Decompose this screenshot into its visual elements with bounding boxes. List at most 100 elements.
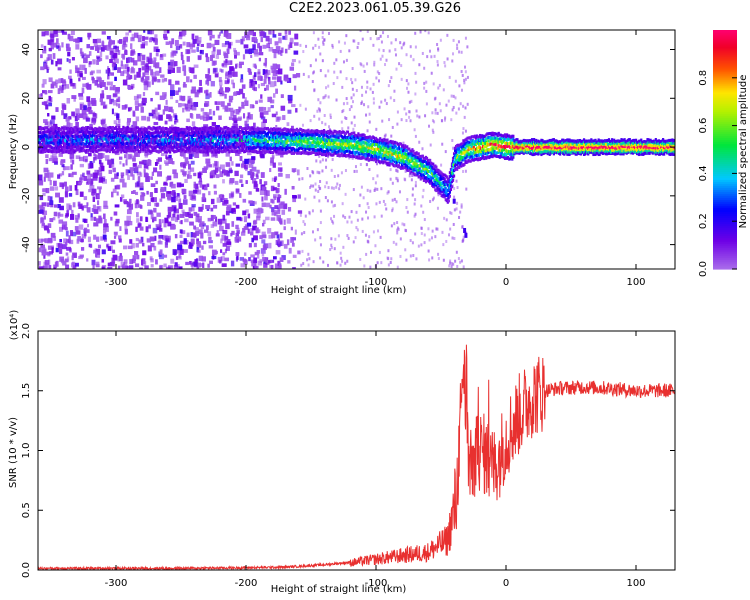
noise-cell [405,258,408,262]
noise-cell [368,235,371,239]
ridge-cell [120,140,123,144]
noise-cell [58,197,64,203]
noise-cell [222,179,225,184]
ridge-cell [162,142,165,146]
noise-cell [394,38,397,42]
noise-cell [372,97,375,101]
noise-cell [338,183,341,187]
noise-cell [231,230,235,235]
noise-cell [398,62,401,66]
noise-cell [93,209,99,214]
noise-cell [153,167,158,173]
noise-cell [271,155,275,159]
noise-cell [210,171,214,176]
noise-cell [253,208,259,214]
noise-cell [244,158,249,164]
noise-cell [111,163,115,168]
noise-cell [58,248,63,254]
noise-cell [324,74,327,78]
noise-cell [122,53,126,60]
noise-cell [362,196,365,200]
noise-cell [148,112,154,117]
noise-cell [355,210,358,214]
noise-cell [112,188,117,194]
noise-cell [444,150,447,154]
noise-cell [401,222,404,226]
noise-cell [193,64,199,68]
noise-cell [41,222,45,227]
noise-cell [129,167,135,171]
noise-cell [311,170,314,174]
noise-cell [170,84,175,90]
noise-cell [377,229,380,233]
noise-cell [452,146,455,150]
noise-cell [61,42,64,48]
noise-cell [339,251,342,255]
noise-cell [135,152,140,157]
noise-cell [73,38,78,42]
noise-cell [290,125,294,132]
noise-cell [440,163,443,167]
noise-cell [234,55,237,59]
noise-cell [267,227,272,234]
noise-cell [404,169,407,173]
noise-cell [171,67,175,73]
noise-cell [220,101,225,107]
noise-cell [462,265,465,269]
noise-cell [327,95,330,99]
noise-cell [319,221,322,225]
noise-cell [262,44,267,49]
noise-cell [331,43,334,47]
ridge-cell [158,146,161,150]
noise-cell [74,214,80,220]
noise-cell [174,216,179,223]
noise-cell [168,106,173,113]
noise-cell [453,237,456,241]
noise-cell [288,30,291,35]
noise-cell [191,121,196,127]
noise-cell [209,109,212,115]
noise-cell [372,43,375,47]
noise-cell [177,87,181,93]
noise-cell [199,178,203,183]
noise-cell [378,105,381,109]
noise-cell [422,188,425,192]
ridge-cell [62,147,66,151]
noise-cell [455,111,458,115]
noise-cell [348,108,351,112]
noise-cell [55,61,58,67]
noise-cell [203,229,209,233]
noise-cell [116,172,119,177]
noise-cell [124,225,128,231]
ridge-cell [139,137,143,141]
noise-cell [61,163,65,168]
noise-cell [208,236,212,240]
noise-cell [352,39,355,43]
noise-cell [272,93,276,98]
noise-cell [314,188,317,192]
noise-cell [57,58,63,65]
noise-cell [260,152,265,159]
noise-cell [195,230,200,236]
noise-cell [163,181,167,186]
noise-cell [248,191,252,195]
noise-cell [388,118,391,122]
noise-cell [62,165,66,171]
noise-cell [46,202,50,207]
noise-cell [128,265,134,269]
noise-cell [249,104,254,109]
noise-cell [228,116,233,121]
noise-cell [287,94,293,101]
noise-cell [191,49,196,53]
noise-cell [225,246,230,251]
noise-cell [139,161,144,165]
noise-cell [79,73,83,78]
noise-cell [59,182,65,188]
noise-cell [247,68,251,73]
noise-cell [207,231,212,237]
noise-cell [60,160,64,166]
noise-cell [212,47,216,52]
noise-cell [194,152,200,159]
noise-cell [225,162,231,167]
noise-cell [170,93,174,100]
